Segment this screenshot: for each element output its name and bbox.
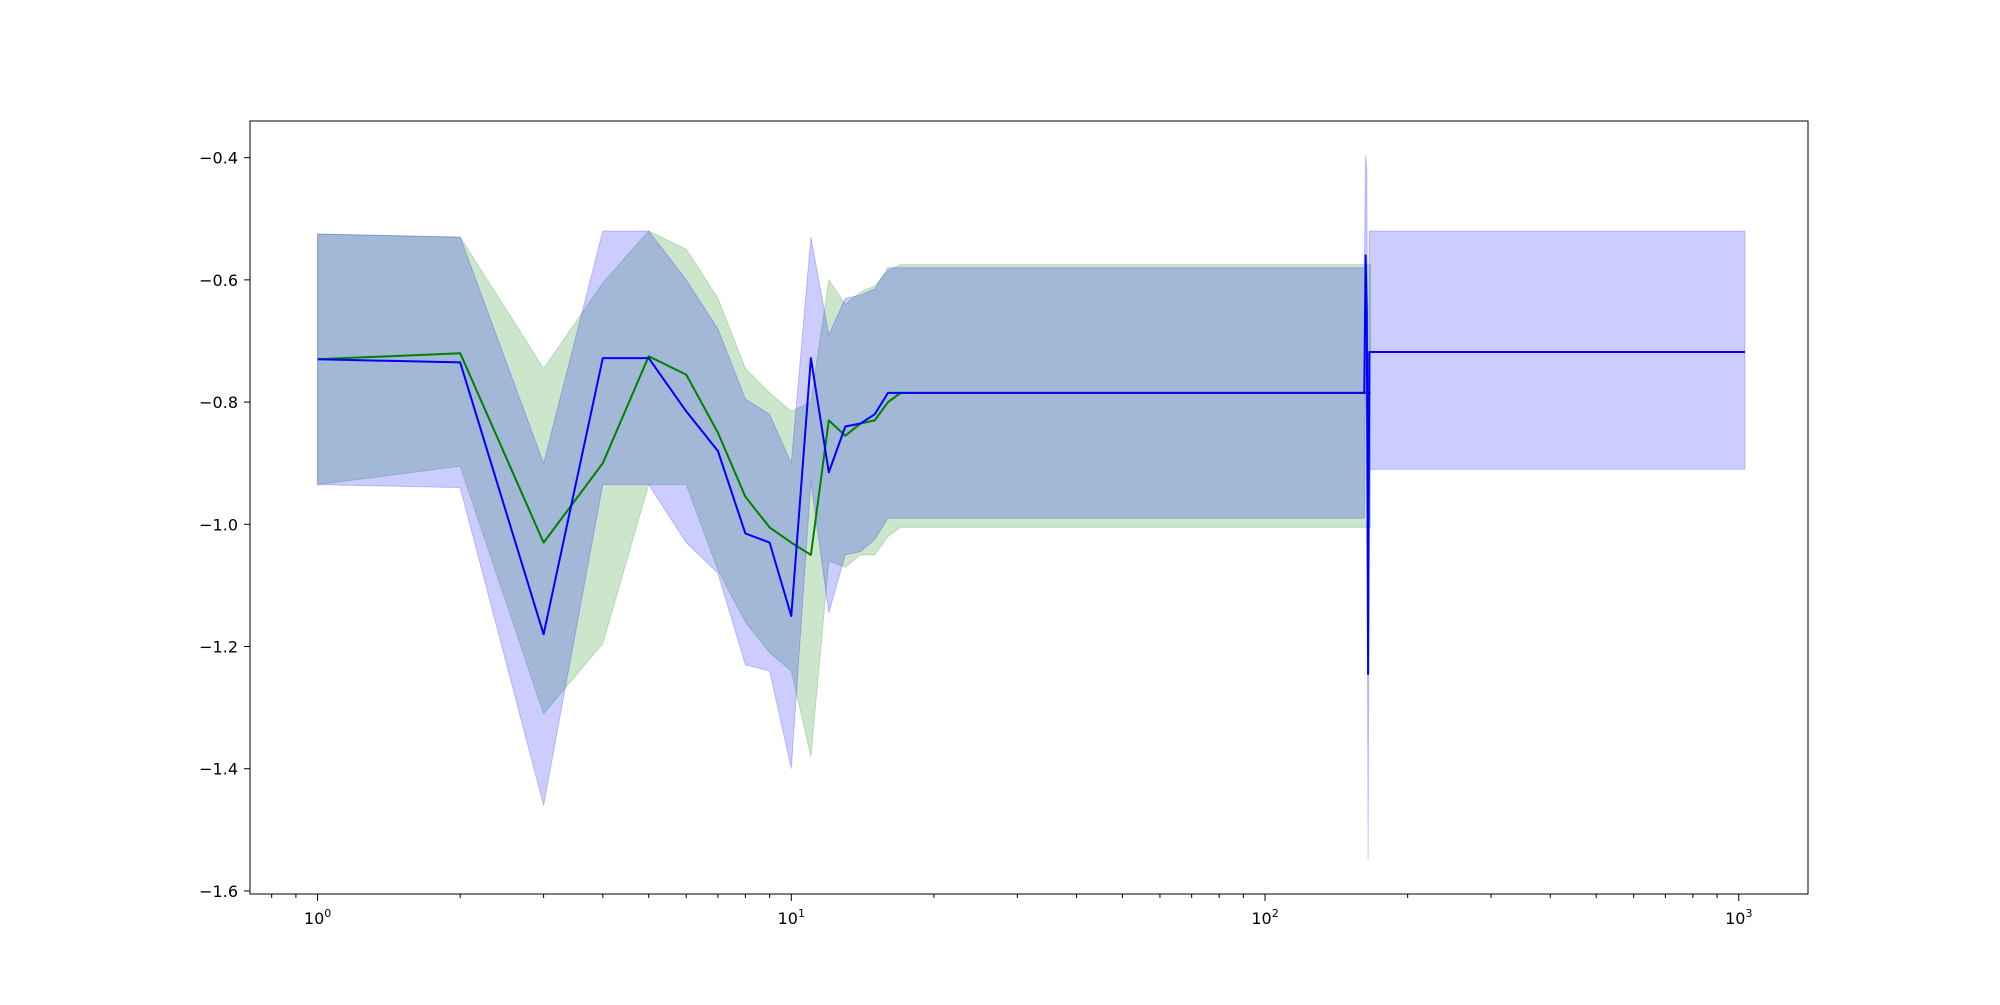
y-tick-label: −1.6 (199, 882, 238, 901)
y-tick-label: −0.8 (199, 393, 238, 412)
x-tick-label: 103 (1725, 907, 1752, 928)
blue-confidence-band (317, 154, 1746, 861)
x-tick-label: 101 (778, 907, 805, 928)
x-tick-label: 102 (1251, 907, 1278, 928)
x-tick-label: 100 (304, 907, 331, 928)
y-tick-label: −0.6 (199, 271, 238, 290)
green-series-line (317, 352, 1371, 556)
confidence-bands (317, 154, 1746, 861)
blue-series-line (317, 254, 1745, 675)
green-confidence-band (317, 230, 1372, 757)
plot-frame (249, 120, 1809, 895)
y-tick-label: −0.4 (199, 149, 238, 168)
y-tick-label: −1.0 (199, 515, 238, 534)
series-lines (317, 254, 1745, 675)
y-tick-label: −1.2 (199, 638, 238, 657)
y-tick-label: −1.4 (199, 760, 238, 779)
axes: −0.4 −0.6 −0.8 −1.0 −1.2 −1.4 −1.6 100 101 102 103 (199, 120, 1809, 928)
